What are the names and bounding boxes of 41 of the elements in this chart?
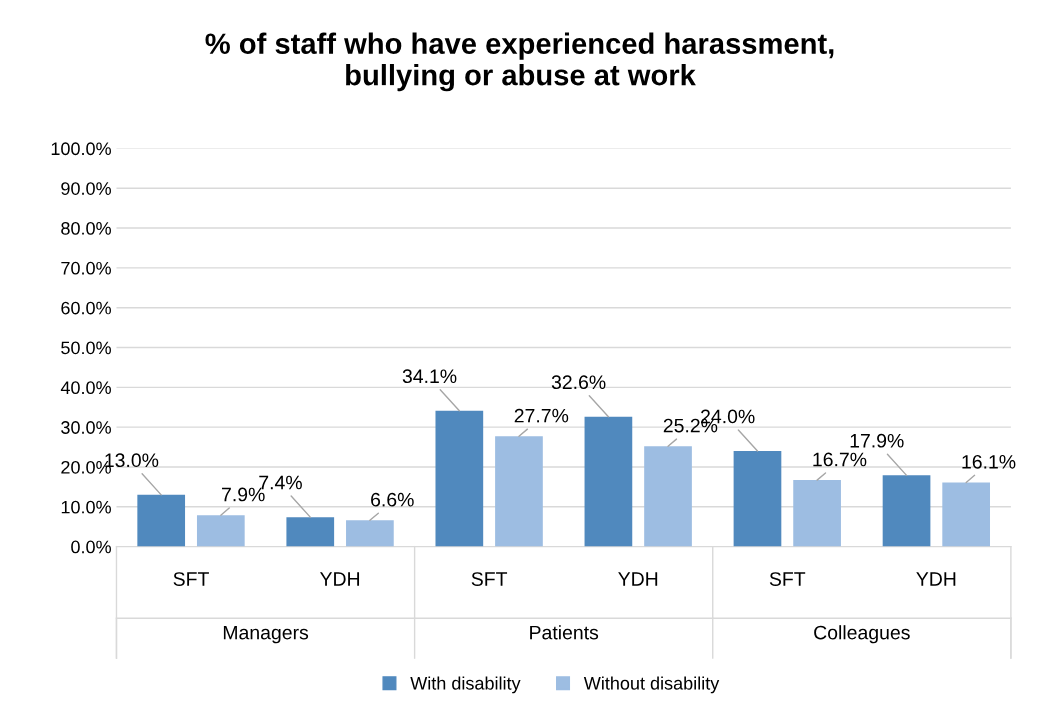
data-label: 32.6% — [551, 375, 606, 390]
bar — [942, 482, 991, 547]
legend-label: Without disability — [583, 676, 720, 694]
x-tick-label: YDH — [319, 572, 360, 586]
data-label: 6.6% — [371, 492, 414, 507]
y-tick-label: 60.0% — [61, 301, 111, 315]
data-label: 16.7% — [813, 452, 867, 467]
x-tick-label: YDH — [916, 572, 956, 586]
bar — [882, 475, 931, 547]
x-tick-label: YDH — [618, 572, 658, 586]
bar — [137, 494, 186, 547]
bar — [793, 480, 841, 547]
y-tick-label: 40.0% — [60, 381, 111, 395]
bar — [733, 451, 782, 547]
chart-title: % of staff who have experienced harassment, bullying or abuse at work — [205, 32, 834, 92]
x-tick-label: SFT — [769, 572, 806, 586]
y-tick-label: 0.0% — [71, 540, 111, 554]
x-tick-label: SFT — [173, 572, 209, 586]
bar — [346, 520, 394, 547]
y-tick-label: 70.0% — [61, 261, 111, 275]
y-tick-label: 50.0% — [61, 341, 111, 355]
text: Colleagues — [814, 625, 910, 644]
legend-label: With disability — [410, 676, 521, 694]
bar — [495, 436, 543, 547]
data-label: 17.9% — [850, 433, 904, 448]
data-label: 34.1% — [402, 369, 457, 384]
text: Managers — [223, 625, 309, 644]
data-label: 16.1% — [962, 454, 1016, 469]
y-tick-label: 90.0% — [61, 182, 111, 195]
y-tick-label: 80.0% — [61, 221, 111, 235]
text: Patients — [530, 625, 599, 640]
x-tick-label: SFT — [471, 572, 508, 586]
bar — [286, 517, 335, 547]
y-tick-label: 30.0% — [61, 421, 111, 434]
bar — [584, 416, 633, 547]
data-label: 27.7% — [514, 408, 569, 423]
y-tick-label: 10.0% — [61, 500, 111, 514]
bar — [196, 515, 245, 547]
y-tick-label: 100.0% — [51, 142, 111, 156]
bar — [435, 410, 484, 547]
bar — [644, 446, 692, 547]
